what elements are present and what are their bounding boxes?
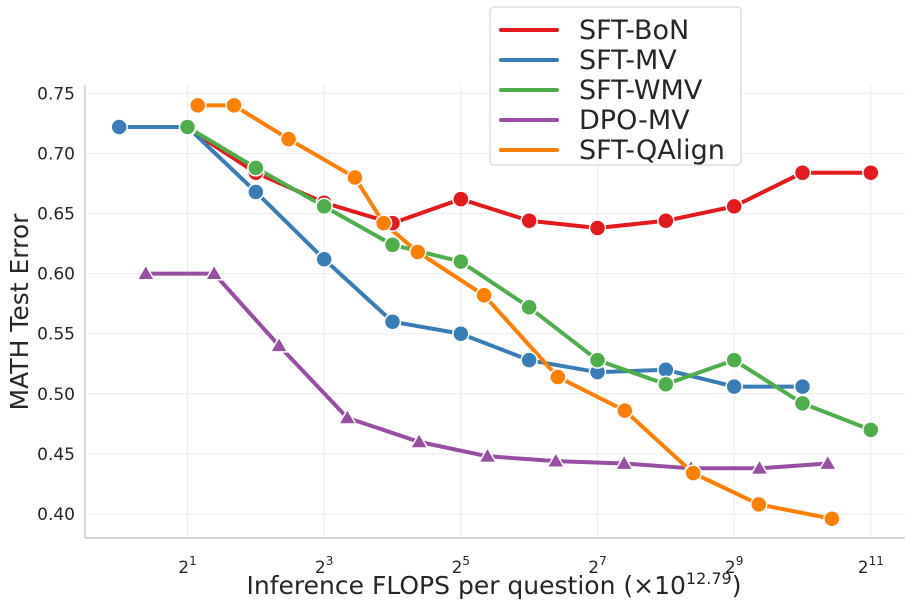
data-point-sft-qalign [279,130,298,148]
y-tick-label: 0.65 [37,205,75,225]
x-tick-label: 25 [452,554,470,578]
y-tick-label: 0.50 [37,385,75,405]
data-point-sft-mv [520,351,538,369]
data-point-sft-wmv [725,351,743,369]
data-point-dpo-mv [546,451,566,468]
data-point-dpo-mv [614,453,634,471]
y-axis-label: MATH Test Error [5,213,34,411]
data-point-sft-qalign [823,510,841,528]
x-tick-label: 23 [315,554,333,578]
legend-label-sft-mv: SFT-MV [579,45,677,76]
x-tick-label: 29 [725,554,743,578]
data-point-sft-bon [657,212,675,230]
data-point-sft-wmv [452,252,470,271]
data-point-sft-qalign [189,96,207,115]
data-point-sft-bon [725,197,743,216]
data-point-dpo-mv [204,263,224,281]
data-point-dpo-mv [477,446,498,464]
y-tick-label: 0.55 [37,325,75,345]
data-point-sft-qalign [684,464,702,482]
axes [84,85,905,539]
data-point-dpo-mv [269,335,289,353]
data-point-sft-qalign [409,243,427,261]
data-point-sft-wmv [520,298,538,317]
x-tick-label: 27 [588,554,606,578]
data-point-dpo-mv [817,453,838,471]
data-point-sft-bon [588,219,607,237]
data-point-sft-bon [793,163,812,182]
y-tick-label: 0.40 [37,505,75,525]
legend-label-dpo-mv: DPO-MV [579,105,690,136]
x-tick-label: 21 [178,554,196,578]
data-point-sft-mv [247,183,265,201]
legend-label-sft-wmv: SFT-WMV [579,75,703,106]
series-markers [110,96,880,528]
data-point-sft-wmv [383,236,402,254]
legend-box [489,6,742,166]
data-point-sft-wmv [862,421,880,439]
data-point-sft-qalign [225,96,243,115]
data-point-sft-mv [110,118,128,136]
data-point-dpo-mv [749,458,770,476]
y-tick-label: 0.70 [37,144,75,164]
data-point-sft-qalign [616,401,634,420]
data-point-sft-wmv [178,118,197,136]
series-lines [117,103,873,521]
x-tick-label: 211 [858,554,884,578]
data-point-sft-bon [452,190,470,208]
data-point-dpo-mv [136,263,156,281]
data-point-sft-wmv [793,394,812,413]
data-point-dpo-mv [409,431,429,449]
data-point-sft-mv [657,361,675,379]
legend-label-sft-bon: SFT-BoN [579,15,689,46]
data-point-dpo-mv [337,407,358,425]
data-point-sft-qalign [346,168,364,187]
y-tick-label: 0.60 [37,265,75,285]
data-point-sft-bon [862,163,880,182]
data-point-sft-mv [383,312,402,331]
ticks: 0.40 0.45 0.50 0.55 0.60 0.65 0.70 0.75 21 23 25 27… [37,84,884,578]
series-line-sft-qalign [195,103,834,521]
data-point-sft-qalign [750,495,768,514]
data-point-sft-mv [452,324,470,343]
series-line-sft-wmv [185,125,873,432]
y-tick-label: 0.45 [37,445,75,465]
data-point-sft-qalign [475,286,493,305]
data-point-sft-wmv [588,351,607,369]
data-point-sft-mv [725,377,743,396]
x-axis-label: Inference FLOPS per question (×1012.79) [247,569,742,600]
data-point-sft-wmv [657,375,675,393]
data-point-sft-bon [520,212,538,230]
data-point-sft-wmv [315,197,333,216]
legend-label-sft-qalign: SFT-QAlign [579,135,725,166]
data-point-sft-mv [793,377,812,396]
data-point-sft-qalign [549,368,567,386]
y-tick-label: 0.75 [37,84,75,104]
data-point-sft-qalign [374,214,393,232]
data-point-sft-mv [315,250,333,268]
data-point-sft-wmv [247,159,265,177]
